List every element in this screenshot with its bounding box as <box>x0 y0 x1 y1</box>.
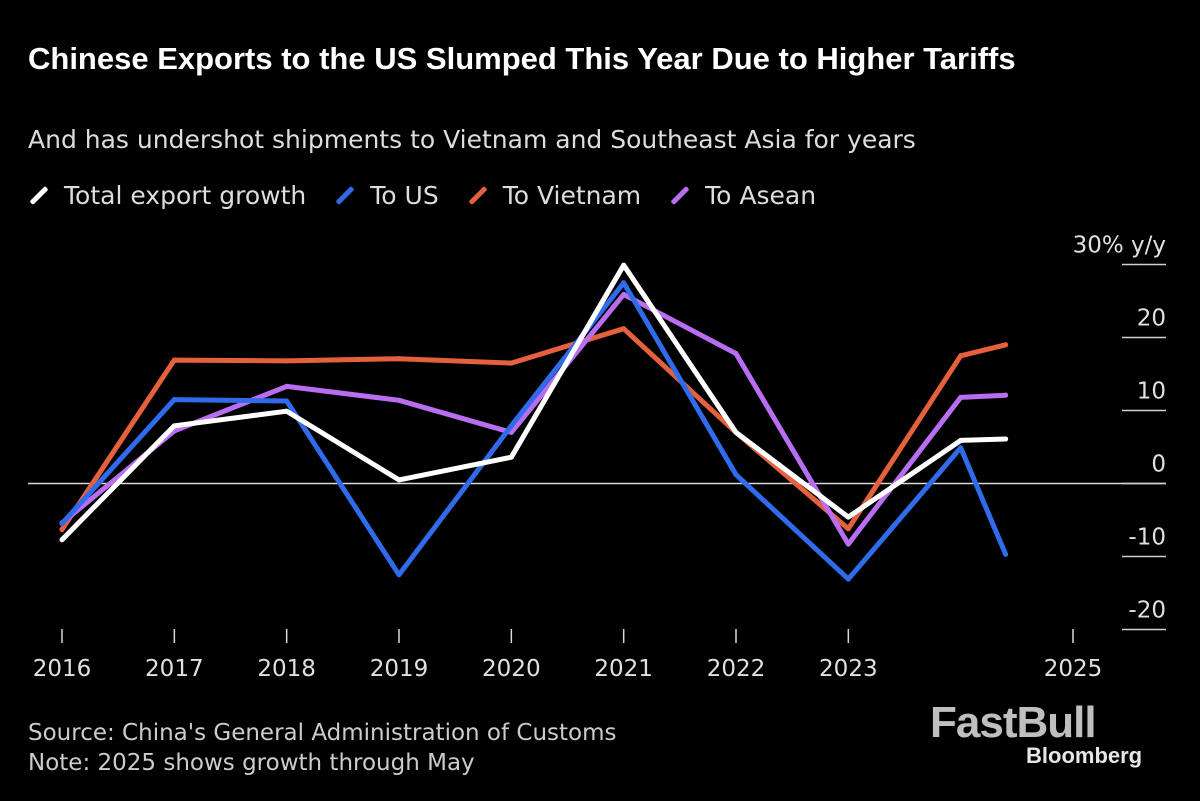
data-point-us-5 <box>621 280 627 286</box>
x-tick-label-2016: 2016 <box>33 656 92 682</box>
data-point-asean-8 <box>958 394 964 400</box>
data-point-asean-9 <box>1003 392 1009 398</box>
x-tick-label-2020: 2020 <box>482 656 541 682</box>
x-tick-label-2017: 2017 <box>145 656 204 682</box>
data-point-total-9 <box>1003 436 1009 442</box>
y-tick-label-0: 30% y/y <box>1073 233 1166 259</box>
series-line-total <box>59 262 1009 543</box>
data-point-vietnam-4 <box>508 360 514 366</box>
footnote: Note: 2025 shows growth through May <box>28 750 475 776</box>
series-line-vietnam <box>59 326 1009 532</box>
data-point-total-5 <box>621 262 627 268</box>
data-point-us-6 <box>733 472 739 478</box>
legend-label-vietnam: To Vietnam <box>502 180 642 210</box>
data-point-total-4 <box>508 454 514 460</box>
legend-label-total: Total export growth <box>64 180 307 210</box>
data-point-vietnam-7 <box>845 526 851 532</box>
y-tick-label-5: -20 <box>1128 598 1166 624</box>
x-tick-label-2021: 2021 <box>594 656 653 682</box>
y-tick-label-2: 10 <box>1137 379 1166 405</box>
data-point-total-7 <box>845 514 851 520</box>
legend-label-us: To US <box>370 180 439 210</box>
x-tick-label-2018: 2018 <box>257 656 316 682</box>
legend-item-vietnam: To Vietnam <box>467 181 641 210</box>
data-point-total-2 <box>284 408 290 414</box>
x-tick-label-2022: 2022 <box>707 656 766 682</box>
data-point-total-0 <box>59 537 65 543</box>
data-point-us-7 <box>845 576 851 582</box>
chart-subtitle: And has undershot shipments to Vietnam a… <box>28 125 916 154</box>
data-point-vietnam-9 <box>1003 342 1009 348</box>
chart-title: Chinese Exports to the US Slumped This Y… <box>28 41 1016 76</box>
data-point-us-8 <box>958 445 964 451</box>
legend-item-asean: To Asean <box>669 181 816 210</box>
data-point-asean-2 <box>284 383 290 389</box>
data-point-asean-7 <box>845 541 851 547</box>
source-note: Source: China's General Administration o… <box>28 720 617 746</box>
data-point-vietnam-0 <box>59 526 65 532</box>
data-point-vietnam-2 <box>284 358 290 364</box>
data-point-asean-5 <box>621 291 627 297</box>
data-point-asean-3 <box>396 397 402 403</box>
fastbull-watermark-logo: FastBull <box>930 698 1097 747</box>
legend-item-us: To US <box>334 180 439 210</box>
x-tick-label-2023: 2023 <box>819 656 878 682</box>
legend-label-asean: To Asean <box>705 180 817 210</box>
data-point-us-3 <box>396 572 402 578</box>
series-line-us <box>59 280 1009 582</box>
y-tick-label-4: -10 <box>1128 525 1166 551</box>
data-point-asean-6 <box>733 351 739 357</box>
data-point-vietnam-8 <box>958 353 964 359</box>
data-point-vietnam-3 <box>396 356 402 362</box>
y-tick-label-1: 20 <box>1137 306 1166 332</box>
bloomberg-logo: Bloomberg <box>1026 743 1143 768</box>
data-point-us-1 <box>171 397 177 403</box>
data-point-total-8 <box>958 437 964 443</box>
data-point-vietnam-1 <box>171 357 177 363</box>
data-point-us-0 <box>59 521 65 527</box>
legend-item-total: Total export growth <box>28 181 306 210</box>
data-point-vietnam-5 <box>621 326 627 332</box>
x-tick-label-2019: 2019 <box>370 656 429 682</box>
legend: Total export growth To US To Vietnam To … <box>28 180 844 210</box>
x-tick-label-2025: 2025 <box>1044 656 1103 682</box>
data-point-us-4 <box>508 423 514 429</box>
data-point-us-9 <box>1003 551 1009 557</box>
data-point-total-3 <box>396 477 402 483</box>
y-tick-label-3: 0 <box>1151 452 1166 478</box>
data-point-total-1 <box>171 423 177 429</box>
data-point-total-6 <box>733 429 739 435</box>
data-point-us-2 <box>284 398 290 404</box>
